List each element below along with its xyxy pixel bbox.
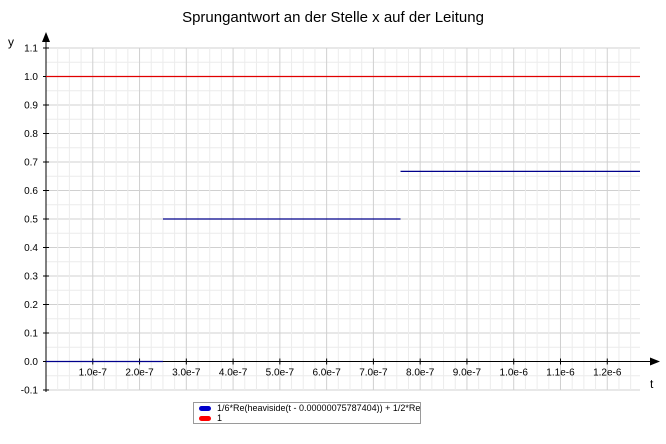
x-tick-label: 6.0e-7 [312,368,341,379]
y-tick-label: 0.2 [24,300,38,311]
y-tick-label: 0.1 [24,329,38,340]
y-tick-label: 1.0 [24,72,38,83]
y-tick-label: -0.1 [21,386,39,397]
y-tick-label: 0.3 [24,272,38,283]
y-tick-label: 0.7 [24,158,38,169]
y-tick-label: 0.8 [24,129,38,140]
y-tick-label: 1.1 [24,44,38,55]
x-tick-label: 1.2e-6 [593,368,622,379]
x-tick-label: 3.0e-7 [172,368,201,379]
chart-title: Sprungantwort an der Stelle x auf der Le… [182,9,484,26]
x-tick-label: 1.0e-7 [79,368,108,379]
x-tick-label: 9.0e-7 [453,368,482,379]
x-tick-label: 4.0e-7 [219,368,248,379]
legend-swatch-red [199,415,211,421]
y-axis-arrow-icon [42,32,50,42]
x-tick-label: 1.1e-6 [546,368,575,379]
legend-label: 1 [217,413,223,423]
x-tick-label: 2.0e-7 [125,368,154,379]
y-tick-label: 0.9 [24,101,38,112]
x-tick-label: 7.0e-7 [359,368,388,379]
legend-item: 1/6*Re(heaviside(t - 0.00000075787404)) … [194,403,420,413]
axes [42,32,660,392]
legend-label: 1/6*Re(heaviside(t - 0.00000075787404)) … [217,403,421,413]
y-tick-label: 0.6 [24,186,38,197]
y-tick-label: 0.0 [24,357,38,368]
x-axis-arrow-icon [650,357,660,366]
y-tick-label: 0.4 [24,243,38,254]
plot-series [46,75,640,363]
x-tick-label: 5.0e-7 [266,368,295,379]
tick-labels: -0.1 0.0 0.1 0.2 0.3 0.4 0.5 0.6 0.7 0.8 0.9 1.0 1.1… [21,44,622,397]
x-tick-label: 1.0e-6 [500,368,529,379]
x-tick-label: 8.0e-7 [406,368,435,379]
series-0 [46,170,640,363]
y-axis-label: y [8,35,14,49]
legend-swatch-blue [199,405,211,411]
x-axis-label: t [650,377,654,391]
legend-item: 1 [194,413,420,423]
legend: 1/6*Re(heaviside(t - 0.00000075787404)) … [193,402,421,424]
y-tick-label: 0.5 [24,215,38,226]
